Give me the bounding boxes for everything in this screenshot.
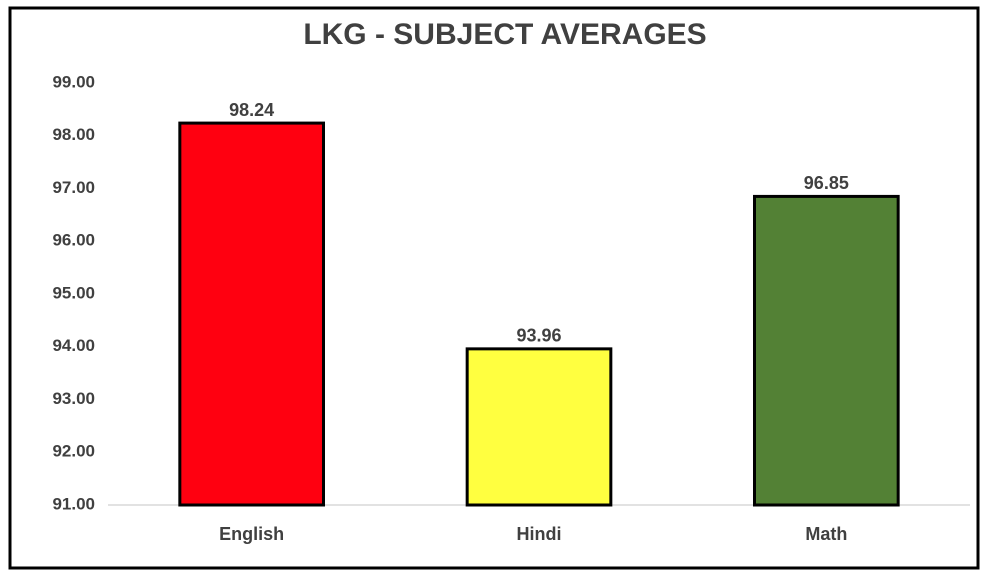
bar <box>178 121 325 507</box>
bar <box>465 347 613 507</box>
y-tick-label: 92.00 <box>52 442 95 461</box>
y-tick-label: 99.00 <box>52 72 95 91</box>
y-tick-label: 95.00 <box>52 283 95 302</box>
x-tick-label: Hindi <box>517 524 562 544</box>
y-tick-label: 91.00 <box>52 494 95 513</box>
y-tick-label: 98.00 <box>52 125 95 144</box>
bar <box>753 194 900 507</box>
data-label: 96.85 <box>804 173 849 193</box>
x-tick-label: Math <box>805 524 847 544</box>
y-tick-label: 97.00 <box>52 178 95 197</box>
data-label: 93.96 <box>516 326 561 346</box>
y-tick-label: 94.00 <box>52 336 95 355</box>
x-tick-label: English <box>219 524 284 544</box>
data-label: 98.24 <box>229 100 274 120</box>
y-tick-label: 93.00 <box>52 389 95 408</box>
y-tick-label: 96.00 <box>52 231 95 250</box>
chart-title: LKG - SUBJECT AVERAGES <box>303 18 706 51</box>
